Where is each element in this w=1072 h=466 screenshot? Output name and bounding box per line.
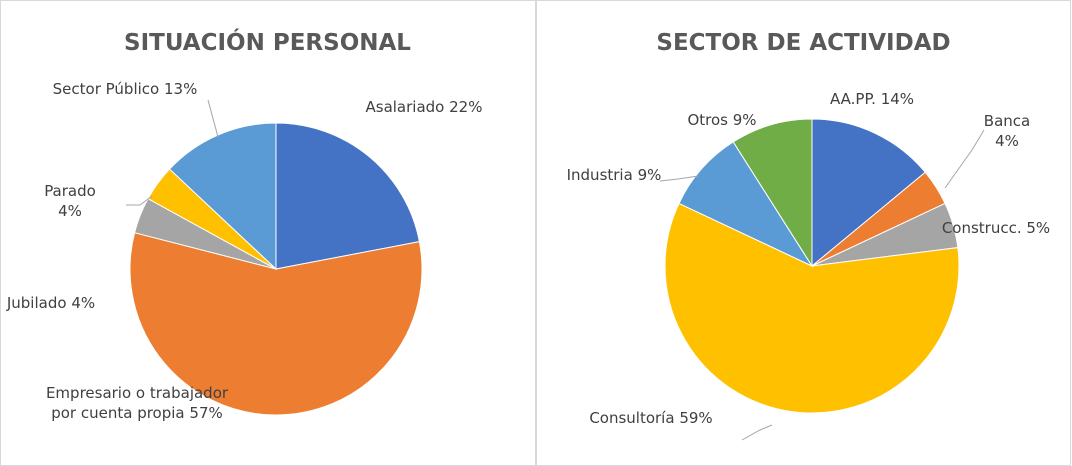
category-label: Otros — [687, 111, 728, 129]
category-label: Empresario o trabajador por cuenta propi… — [45, 384, 229, 422]
category-label: Banca — [983, 112, 1031, 130]
pie-slice — [275, 122, 420, 270]
data-label: Parado 4% — [30, 181, 110, 221]
pie-slice — [732, 118, 813, 268]
value-label: 59% — [679, 409, 713, 427]
chart-title: SECTOR DE ACTIVIDAD — [656, 30, 951, 56]
category-label: Construcc. — [941, 219, 1022, 237]
leader-line — [741, 424, 773, 441]
value-label: 4% — [58, 202, 82, 220]
leader-line — [659, 175, 699, 182]
category-label: Asalariado — [365, 98, 445, 116]
data-label: Asalariado 22% — [324, 97, 524, 117]
data-label: Construcc. 5% — [941, 218, 1051, 238]
leader-line — [126, 195, 153, 206]
leader-line — [207, 99, 219, 138]
value-label: 9% — [637, 166, 662, 184]
data-label: Sector Público 13% — [50, 79, 200, 99]
category-label: Consultoría — [589, 409, 675, 427]
data-label: AA.PP. 14% — [792, 89, 952, 109]
data-label: Jubilado 4% — [6, 293, 96, 313]
pie-slice — [129, 232, 423, 416]
chart-title: SITUACIÓN PERSONAL — [124, 30, 411, 56]
value-label: 5% — [1026, 219, 1051, 237]
category-label: Jubilado — [6, 294, 67, 312]
data-label: Empresario o trabajador por cuenta propi… — [37, 383, 237, 423]
pie-slice — [678, 141, 814, 268]
data-label: Consultoría 59% — [551, 408, 751, 428]
value-label: 14% — [880, 90, 915, 108]
pie-slice — [664, 202, 960, 414]
category-label: Sector Público — [52, 80, 160, 98]
data-label: Otros 9% — [662, 110, 782, 130]
value-label: 13% — [164, 80, 198, 98]
value-label: 9% — [732, 111, 757, 129]
category-label: AA.PP. — [829, 90, 876, 108]
value-label: 22% — [449, 98, 483, 116]
pie-slice — [168, 122, 277, 271]
data-label: Industria 9% — [564, 165, 664, 185]
pie-slice — [811, 118, 926, 268]
value-label: 4% — [995, 132, 1019, 150]
data-label: Banca 4% — [972, 111, 1042, 151]
leader-line — [944, 129, 985, 189]
value-label: 57% — [189, 404, 223, 422]
category-label: Industria — [566, 166, 633, 184]
category-label: Parado — [44, 182, 96, 200]
value-label: 4% — [71, 294, 96, 312]
leader-lines — [126, 99, 985, 441]
